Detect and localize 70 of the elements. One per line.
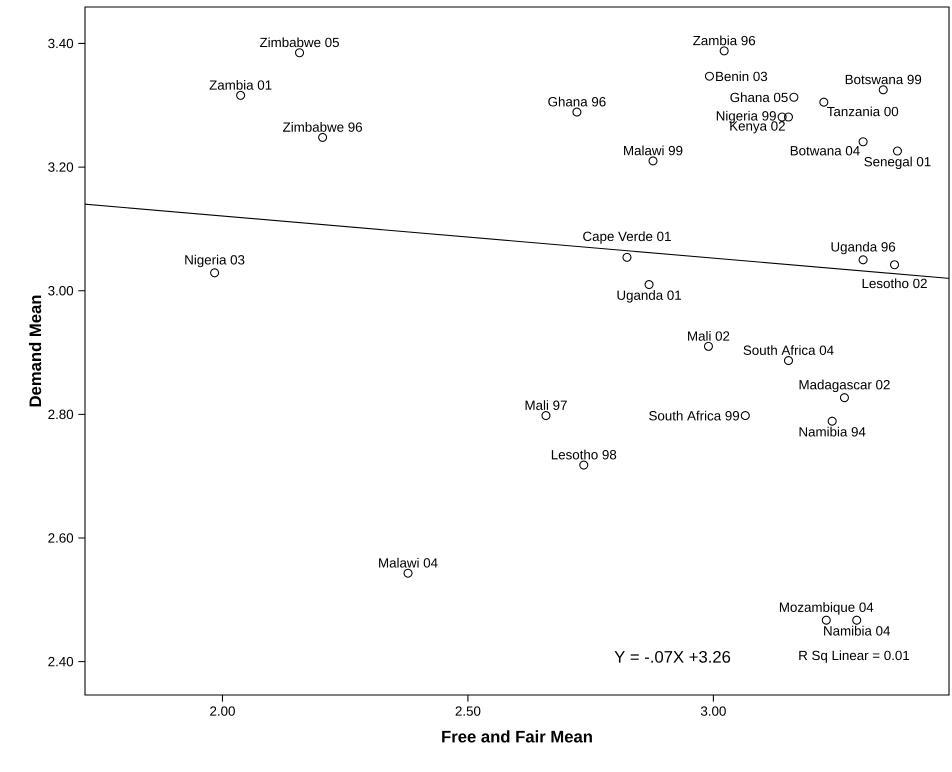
point bbox=[852, 616, 862, 625]
y-tick-label: 2.40 bbox=[48, 656, 74, 666]
data-label: Ghana 05 bbox=[730, 92, 788, 102]
annotation: R Sq Linear = 0.01 bbox=[799, 650, 910, 663]
point bbox=[704, 342, 713, 351]
y-tick-label: 3.20 bbox=[48, 162, 74, 172]
data-label: Uganda 01 bbox=[617, 290, 682, 303]
data-label: Lesotho 98 bbox=[552, 450, 616, 460]
y-axis-title: Demand Mean bbox=[28, 296, 42, 406]
y-tick-label: 2.80 bbox=[48, 410, 74, 420]
data-label: Nigeria 03 bbox=[185, 254, 244, 268]
point bbox=[784, 112, 794, 122]
point bbox=[579, 460, 588, 470]
point bbox=[878, 85, 888, 94]
data-label: Zimbabwe 96 bbox=[283, 122, 362, 132]
point bbox=[784, 356, 794, 366]
data-label: Tanzania 00 bbox=[827, 106, 898, 116]
data-label: Malawi 04 bbox=[379, 558, 438, 568]
data-label: South Africa 04 bbox=[744, 345, 834, 355]
x-tick-label: 2.00 bbox=[210, 706, 235, 716]
point bbox=[892, 146, 902, 156]
data-label: Kenya 02 bbox=[730, 121, 785, 134]
data-label: Mozambique 04 bbox=[780, 602, 874, 615]
point bbox=[840, 393, 849, 402]
point bbox=[858, 137, 868, 146]
data-label: Senegal 01 bbox=[864, 156, 931, 170]
data-label: Zambia 96 bbox=[693, 35, 756, 46]
point bbox=[789, 92, 798, 102]
point bbox=[819, 98, 828, 107]
data-label: South Africa 99 bbox=[649, 410, 740, 420]
data-label: Botwana 04 bbox=[790, 146, 860, 156]
point bbox=[210, 268, 220, 278]
data-label: Zambia 01 bbox=[210, 80, 272, 90]
point bbox=[890, 260, 900, 270]
point bbox=[644, 280, 654, 290]
point bbox=[778, 112, 787, 122]
point bbox=[704, 72, 714, 81]
point bbox=[858, 255, 868, 264]
x-tick-label: 2.50 bbox=[456, 706, 480, 716]
data-label: Mali 97 bbox=[526, 400, 567, 410]
data-label: Ghana 96 bbox=[548, 96, 606, 106]
data-label: Malawi 99 bbox=[624, 146, 682, 156]
x-axis-title: Free and Fair Mean bbox=[442, 730, 592, 743]
y-tick-label: 2.60 bbox=[48, 533, 74, 543]
point bbox=[720, 46, 729, 56]
annotation: Y = -.07X +3.26 bbox=[614, 650, 730, 663]
y-tick-label: 3.40 bbox=[48, 38, 74, 48]
data-label: Madagascar 02 bbox=[800, 380, 890, 392]
point bbox=[572, 108, 582, 117]
point bbox=[236, 90, 246, 100]
point bbox=[740, 411, 750, 420]
point bbox=[622, 252, 632, 262]
data-label: Mali 02 bbox=[688, 330, 730, 341]
y-tick-label: 3.00 bbox=[48, 286, 74, 296]
data-label: Benin 03 bbox=[716, 71, 768, 82]
point bbox=[828, 416, 837, 426]
point bbox=[318, 132, 328, 142]
point bbox=[648, 156, 658, 166]
data-label: Uganda 96 bbox=[832, 242, 896, 254]
point bbox=[822, 616, 831, 625]
x-tick-label: 3.00 bbox=[700, 706, 726, 716]
point bbox=[403, 568, 413, 578]
data-label: Zimbabwe 05 bbox=[260, 37, 339, 48]
point bbox=[541, 411, 551, 420]
data-label: Botswana 99 bbox=[846, 74, 922, 84]
data-label: Cape Verde 01 bbox=[583, 231, 671, 244]
data-label: Lesotho 02 bbox=[862, 278, 927, 288]
point bbox=[295, 48, 304, 58]
data-label: Namibia 94 bbox=[800, 426, 866, 437]
data-label: Namibia 04 bbox=[824, 626, 890, 636]
